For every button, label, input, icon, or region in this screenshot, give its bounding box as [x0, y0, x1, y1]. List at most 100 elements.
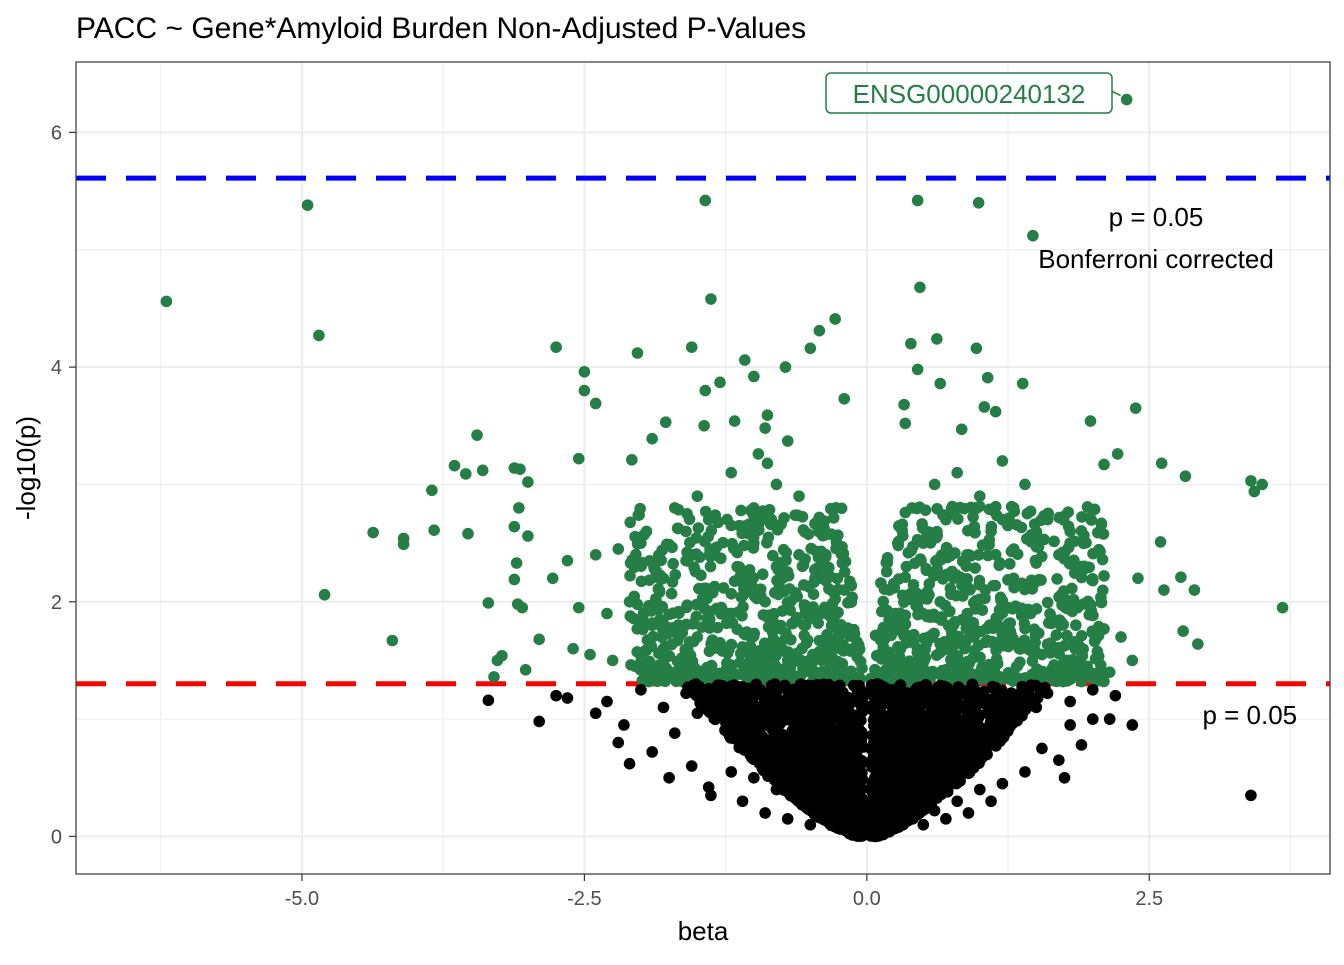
significant-point	[661, 539, 673, 551]
significant-point	[930, 555, 942, 567]
significant-point	[698, 420, 710, 432]
nonsignificant-point	[979, 723, 991, 735]
significant-point	[729, 415, 741, 427]
nonsignificant-point	[906, 760, 918, 772]
significant-point	[666, 588, 678, 600]
nonsignificant-point	[823, 785, 835, 797]
significant-point	[704, 614, 716, 626]
nonsignificant-point	[990, 721, 1002, 733]
significant-point	[748, 537, 760, 549]
significant-point	[974, 490, 986, 502]
significant-point	[667, 558, 679, 570]
y-tick-label: 6	[51, 122, 62, 144]
nonsignificant-point	[778, 701, 790, 713]
significant-point	[823, 583, 835, 595]
highlight-label-text: ENSG00000240132	[853, 79, 1086, 109]
significant-point	[1016, 522, 1028, 534]
significant-point	[624, 517, 636, 529]
significant-point	[743, 519, 755, 531]
significant-point	[1078, 538, 1090, 550]
significant-point	[547, 573, 559, 585]
x-axis-label: beta	[678, 916, 729, 946]
nonsignificant-point	[843, 781, 855, 793]
significant-point	[805, 343, 817, 355]
nonsignificant-point	[1126, 719, 1138, 731]
nonsignificant-point	[1020, 704, 1032, 716]
nonsignificant-point	[1011, 715, 1023, 727]
nonsignificant-point	[928, 688, 940, 700]
significant-point	[805, 608, 817, 620]
significant-point	[816, 573, 828, 585]
significant-point	[767, 610, 779, 622]
significant-point	[845, 645, 857, 657]
significant-point	[1008, 543, 1020, 555]
significant-point	[823, 562, 835, 574]
significant-point	[428, 524, 440, 536]
nonsignificant-point	[601, 696, 613, 708]
significant-point	[882, 557, 894, 569]
nonsignificant-point	[803, 766, 815, 778]
significant-point	[624, 570, 636, 582]
significant-point	[573, 602, 585, 614]
significant-point	[693, 522, 705, 534]
significant-point	[991, 637, 1003, 649]
nonsignificant-point	[782, 743, 794, 755]
nonsignificant-point	[981, 749, 993, 761]
significant-point	[771, 561, 783, 573]
significant-point	[477, 465, 489, 477]
significant-point	[973, 197, 985, 209]
significant-point	[692, 631, 704, 643]
significant-point	[989, 580, 1001, 592]
significant-point	[829, 313, 841, 325]
panel-border	[76, 62, 1330, 874]
significant-point	[1180, 470, 1192, 482]
significant-point	[1053, 512, 1065, 524]
nonsignificant-point	[856, 767, 868, 779]
nonsignificant-point	[906, 696, 918, 708]
significant-point	[387, 635, 399, 647]
nonsignificant-point	[916, 753, 928, 765]
nonsignificant-point	[983, 733, 995, 745]
nonsignificant-point	[874, 796, 886, 808]
significant-point	[782, 666, 794, 678]
nonsignificant-point	[884, 821, 896, 833]
significant-point	[313, 330, 325, 342]
significant-point	[762, 409, 774, 421]
nonsignificant-point	[733, 681, 745, 693]
nonsignificant-point	[839, 729, 851, 741]
nonsignificant-point	[964, 766, 976, 778]
nonsignificant-point	[804, 713, 816, 725]
significant-point	[905, 338, 917, 350]
significant-point	[1096, 597, 1108, 609]
significant-point	[945, 567, 957, 579]
nonsignificant-point	[895, 725, 907, 737]
significant-point	[522, 476, 534, 488]
significant-point	[762, 458, 774, 470]
significant-point	[813, 552, 825, 564]
significant-point	[977, 539, 989, 551]
significant-point	[896, 525, 908, 537]
nonsignificant-point	[793, 795, 805, 807]
significant-point	[956, 580, 968, 592]
significant-point	[1093, 651, 1105, 663]
significant-point	[686, 341, 698, 353]
nonsignificant-point	[550, 690, 562, 702]
significant-point	[931, 649, 943, 661]
nonsignificant-point	[646, 746, 658, 758]
significant-point	[917, 522, 929, 534]
significant-point	[653, 549, 665, 561]
nonsignificant-point	[835, 715, 847, 727]
significant-point	[912, 364, 924, 376]
nonsignificant-point	[658, 702, 670, 714]
nonsignificant-point	[635, 684, 647, 696]
significant-point	[833, 632, 845, 644]
significant-point	[941, 543, 953, 555]
nonsignificant-point	[906, 813, 918, 825]
significant-point	[1175, 571, 1187, 583]
nonsignificant-point	[954, 728, 966, 740]
significant-point	[675, 666, 687, 678]
nonsignificant-point	[816, 696, 828, 708]
significant-point	[828, 512, 840, 524]
nonsignificant-point	[1064, 696, 1076, 708]
